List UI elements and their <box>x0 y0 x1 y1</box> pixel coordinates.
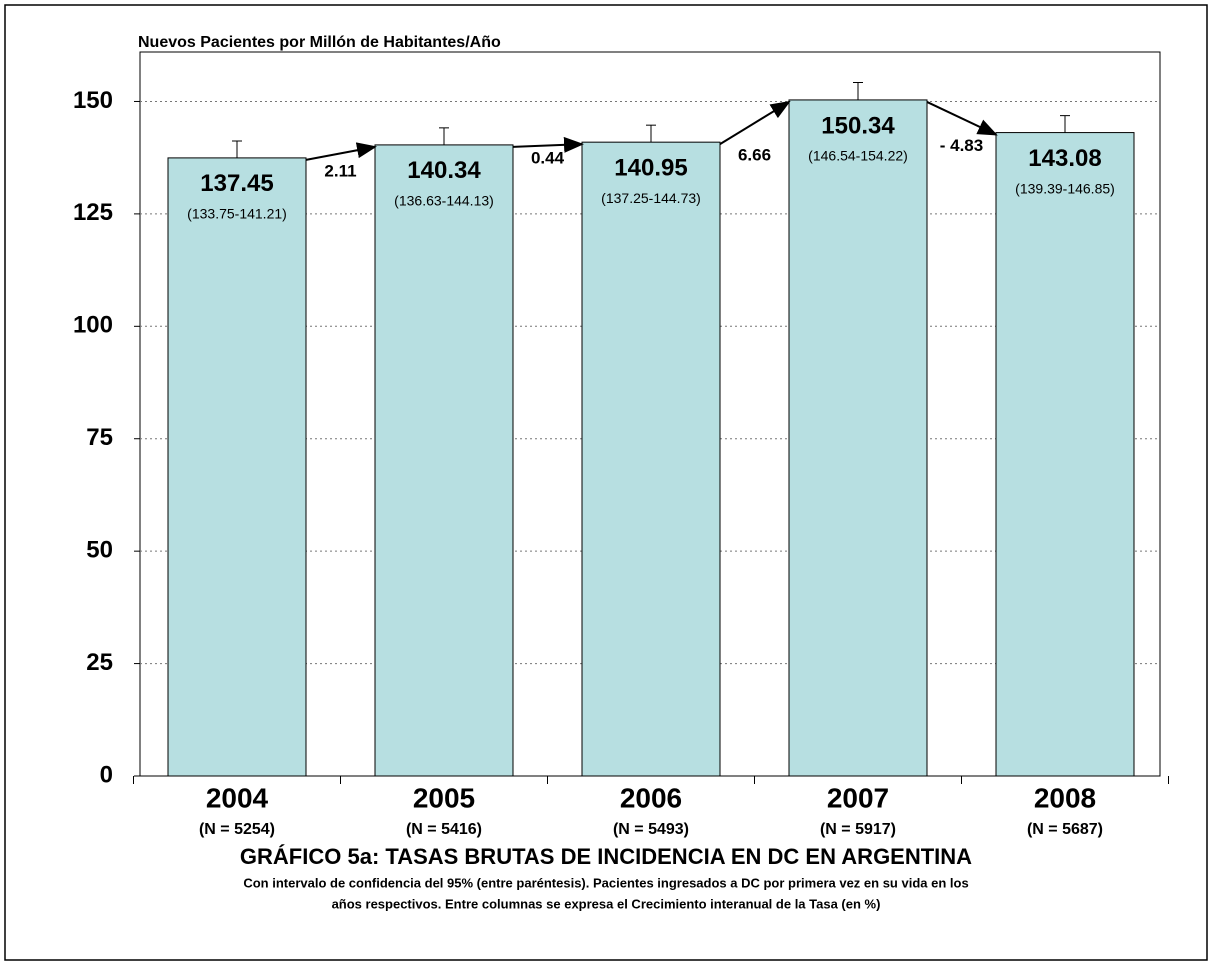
x-tick-label: 2006 <box>620 782 682 813</box>
n-label: (N = 5416) <box>406 821 482 838</box>
growth-arrow <box>926 101 998 136</box>
bar <box>374 144 514 777</box>
value-label: 140.34 <box>407 157 481 184</box>
n-label: (N = 5254) <box>199 821 275 838</box>
value-label: 150.34 <box>821 112 895 139</box>
growth-arrow <box>719 100 791 146</box>
x-tick-label: 2008 <box>1034 782 1096 813</box>
growth-arrow <box>512 136 584 153</box>
n-label: (N = 5917) <box>820 821 896 838</box>
y-tick-label: 25 <box>86 649 113 676</box>
x-tick-label: 2007 <box>827 782 889 813</box>
growth-label: 0.44 <box>531 148 565 167</box>
value-label: 140.95 <box>614 155 687 182</box>
x-tick-label: 2005 <box>413 782 475 813</box>
x-tick-label: 2004 <box>206 782 269 813</box>
ci-label: (139.39-146.85) <box>1015 180 1115 196</box>
ci-label: (136.63-144.13) <box>394 193 494 209</box>
growth-label: 6.66 <box>738 146 771 165</box>
y-tick-label: 125 <box>73 199 113 226</box>
y-tick-label: 75 <box>86 424 113 451</box>
growth-label: 2.11 <box>324 161 356 180</box>
y-tick-label: 50 <box>86 536 113 563</box>
y-tick-label: 150 <box>73 87 113 114</box>
bar <box>167 157 307 777</box>
growth-label: - 4.83 <box>940 136 983 155</box>
value-label: 143.08 <box>1028 145 1101 172</box>
subtitle: años respectivos. Entre columnas se expr… <box>332 896 881 911</box>
y-tick-label: 100 <box>73 312 113 339</box>
bar <box>581 141 721 777</box>
ci-label: (133.75-141.21) <box>187 206 287 222</box>
ci-label: (146.54-154.22) <box>808 148 908 164</box>
bar <box>995 132 1135 777</box>
value-label: 137.45 <box>200 170 273 197</box>
y-tick-label: 0 <box>100 761 113 788</box>
growth-arrow <box>305 142 377 161</box>
ci-label: (137.25-144.73) <box>601 190 701 206</box>
bar <box>788 99 928 777</box>
subtitle: Con intervalo de confidencia del 95% (en… <box>243 875 968 890</box>
y-axis-label: Nuevos Pacientes por Millón de Habitante… <box>138 34 501 51</box>
n-label: (N = 5687) <box>1027 821 1103 838</box>
chart-title: GRÁFICO 5a: TASAS BRUTAS DE INCIDENCIA E… <box>240 844 972 869</box>
n-label: (N = 5493) <box>613 821 689 838</box>
